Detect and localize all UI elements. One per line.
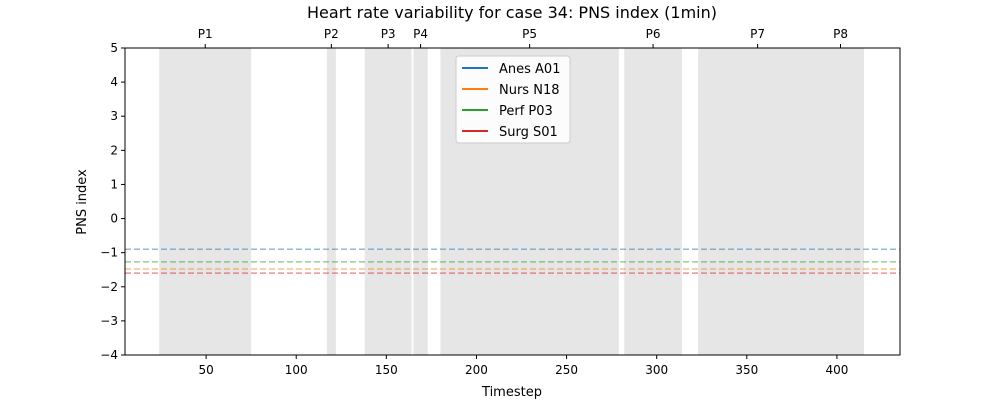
phase-band [698, 48, 818, 355]
y-tick-label: 5 [110, 41, 118, 55]
x-tick-label: 350 [735, 363, 758, 377]
x-tick-label: 400 [825, 363, 848, 377]
phase-band [413, 48, 428, 355]
legend-box [455, 55, 571, 144]
x-axis: 50 100 150 200 250 300 350 400 [198, 355, 848, 377]
y-tick-label: 0 [110, 212, 118, 226]
phase-label: P8 [833, 27, 848, 41]
x-tick-label: 50 [198, 363, 213, 377]
plot-frame [124, 47, 901, 356]
y-tick-label: −2 [100, 280, 118, 294]
legend-label: Perf P03 [499, 104, 553, 119]
y-tick-label: 3 [110, 109, 118, 123]
legend-label: Nurs N18 [499, 83, 559, 98]
legend-label: Anes A01 [499, 62, 560, 77]
y-axis-label: PNS index [75, 169, 90, 235]
x-tick-label: 150 [375, 363, 398, 377]
y-axis: −4 −3 −2 −1 0 1 2 3 4 5 [100, 41, 125, 362]
phase-band [364, 48, 412, 355]
phase-label: P2 [324, 27, 339, 41]
baselines [125, 248, 900, 274]
phase-label: P4 [413, 27, 428, 41]
phase-band [817, 48, 864, 355]
x-tick-label: 200 [465, 363, 488, 377]
x-tick-label: 300 [645, 363, 668, 377]
phase-band [159, 48, 252, 355]
legend: Anes A01 Nurs N18 Perf P03 Surg S01 [455, 55, 571, 144]
y-tick-label: −3 [100, 314, 118, 328]
phase-label: P6 [646, 27, 661, 41]
phase-labels: P1 P2 P3 P4 P5 P6 P7 P8 [198, 27, 848, 48]
y-tick-label: 1 [110, 177, 118, 191]
y-tick-label: −1 [100, 246, 118, 260]
phase-label: P5 [522, 27, 537, 41]
chart-title: Heart rate variability for case 34: PNS … [307, 3, 717, 22]
y-tick-label: 2 [110, 143, 118, 157]
x-tick-label: 100 [285, 363, 308, 377]
phase-bands [159, 48, 864, 355]
phase-label: P1 [198, 27, 213, 41]
x-axis-label: Timestep [481, 385, 542, 400]
legend-label: Surg S01 [499, 125, 558, 140]
phase-label: P7 [750, 27, 765, 41]
phase-band [326, 48, 336, 355]
y-tick-label: 4 [110, 75, 118, 89]
y-tick-label: −4 [100, 348, 118, 362]
phase-label: P3 [381, 27, 396, 41]
x-tick-label: 250 [555, 363, 578, 377]
phase-band [624, 48, 682, 355]
